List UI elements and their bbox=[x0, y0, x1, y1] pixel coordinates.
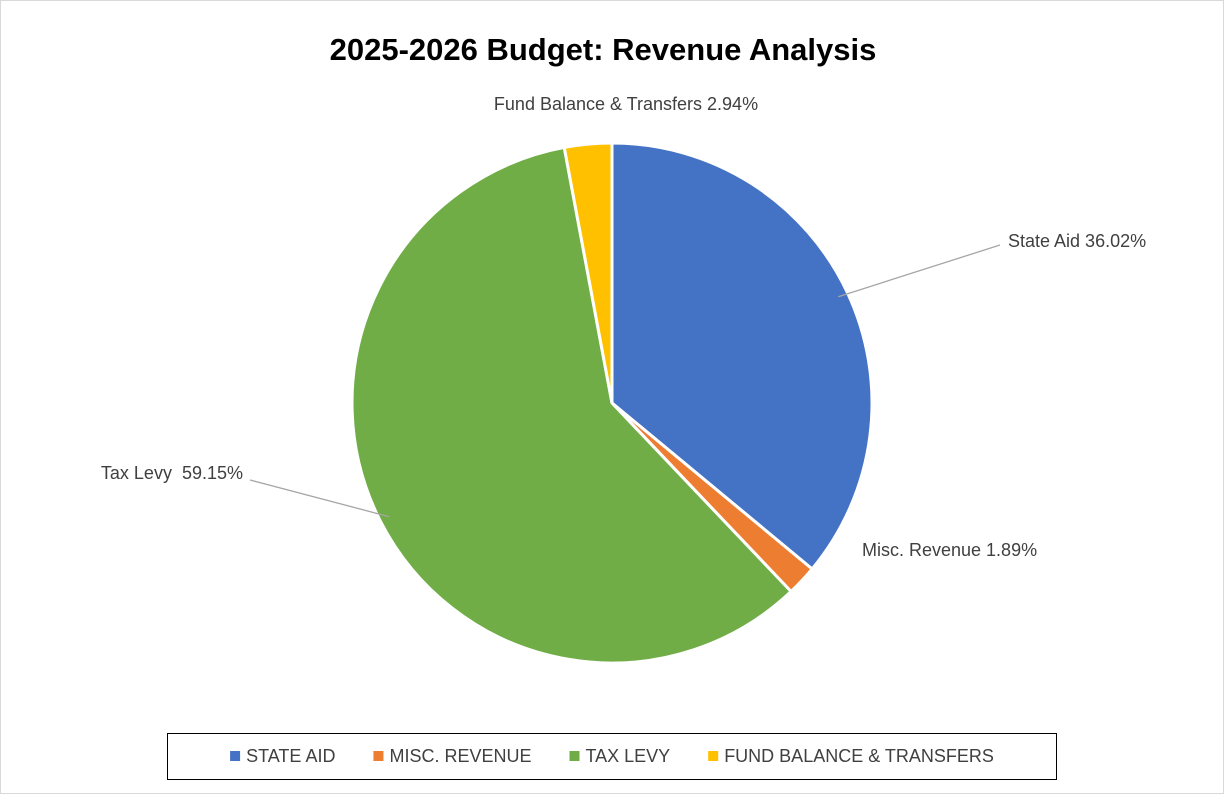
legend-swatch bbox=[230, 751, 241, 761]
data-label: Misc. Revenue 1.89% bbox=[862, 540, 1037, 560]
leader-line bbox=[249, 479, 390, 518]
leader-line bbox=[838, 244, 1001, 298]
legend-label: MISC. REVENUE bbox=[389, 746, 531, 766]
legend-swatch bbox=[373, 751, 384, 761]
pie-slice bbox=[562, 141, 614, 404]
legend-label: TAX LEVY bbox=[585, 746, 670, 766]
data-label: State Aid 36.02% bbox=[1008, 231, 1146, 251]
legend-label: FUND BALANCE & TRANSFERS bbox=[724, 746, 994, 766]
chart-title: 2025-2026 Budget: Revenue Analysis bbox=[330, 32, 877, 67]
data-label: Fund Balance & Transfers 2.94% bbox=[494, 94, 758, 114]
pie-slice bbox=[350, 145, 794, 665]
data-label: Tax Levy 59.15% bbox=[101, 463, 243, 483]
legend-swatch bbox=[569, 751, 580, 761]
pie-slice bbox=[610, 141, 874, 572]
legend-box bbox=[167, 733, 1057, 780]
legend-swatch bbox=[708, 751, 719, 761]
legend-label: STATE AID bbox=[246, 746, 335, 766]
